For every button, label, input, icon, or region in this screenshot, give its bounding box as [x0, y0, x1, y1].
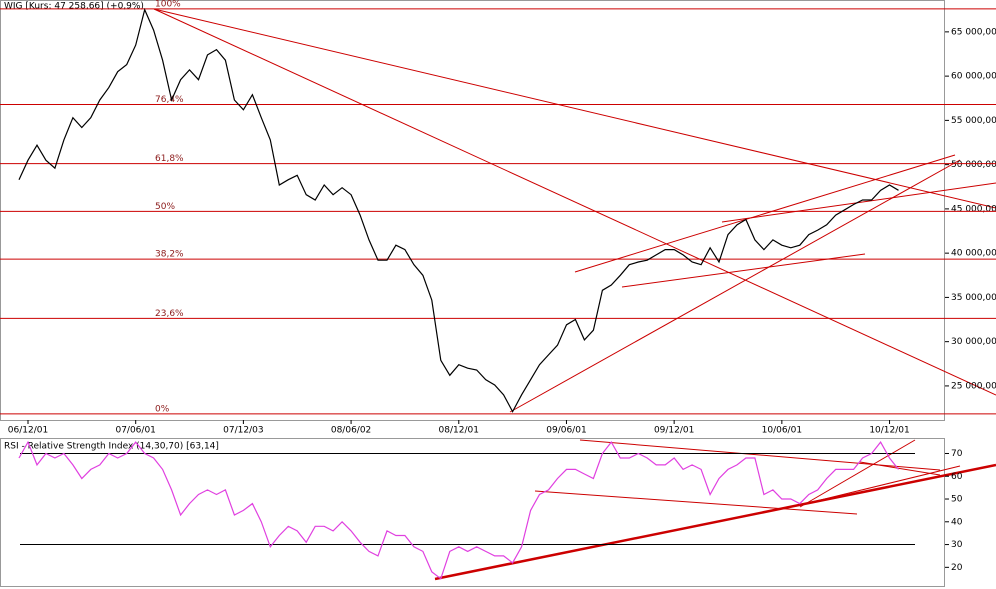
x-tick-label: 09/12/01: [654, 426, 694, 436]
y-tick-label: 50 000,00: [951, 160, 996, 170]
trend-line: [799, 465, 961, 506]
fib-label: 38,2%: [155, 250, 184, 260]
trend-line: [153, 8, 996, 209]
trend-line: [574, 154, 956, 273]
series-line: [18, 7, 899, 413]
y-tick-label: 40: [951, 517, 963, 527]
y-tick-label: 30 000,00: [951, 337, 996, 347]
y-tick-label: 20: [951, 563, 963, 573]
trend-line: [509, 159, 961, 413]
x-tick-label: 06/12/01: [8, 426, 48, 436]
main-frame: [0, 0, 945, 421]
x-tick-label: 07/12/03: [223, 426, 263, 436]
y-tick-label: 40 000,00: [951, 249, 996, 259]
fib-label: 0%: [155, 404, 170, 414]
trend-line: [434, 463, 996, 581]
y-tick-label: 55 000,00: [951, 116, 996, 126]
y-tick-label: 60 000,00: [951, 72, 996, 82]
fib-label: 61,8%: [155, 154, 184, 164]
y-tick-label: 50: [951, 495, 963, 505]
fib-label: 76,4%: [155, 95, 184, 105]
y-tick-label: 65 000,00: [951, 27, 996, 37]
x-tick-label: 07/06/01: [115, 426, 155, 436]
y-tick-label: 45 000,00: [951, 204, 996, 214]
x-tick-label: 09/06/01: [546, 426, 586, 436]
x-tick-label: 10/06/01: [762, 426, 802, 436]
y-tick-label: 60: [951, 472, 963, 482]
chart-title: WIG [Kurs: 47 258,66] (+0,9%): [4, 2, 144, 12]
trend-line: [721, 182, 996, 223]
x-tick-label: 08/12/01: [439, 426, 479, 436]
series-line: [18, 440, 899, 580]
fib-label: 23,6%: [155, 309, 184, 319]
rsi-title: RSI - Relative Strength Index (14,30,70)…: [4, 442, 219, 452]
x-tick-label: 08/06/02: [331, 426, 371, 436]
trend-line: [859, 461, 941, 476]
fib-label: 50%: [155, 202, 175, 212]
fib-label: 100%: [155, 0, 181, 9]
trend-line: [799, 439, 916, 508]
rsi-frame: [0, 438, 945, 587]
y-tick-label: 35 000,00: [951, 293, 996, 303]
y-tick-label: 70: [951, 449, 963, 459]
trend-lines: [153, 8, 996, 581]
trend-line: [534, 490, 858, 515]
y-tick-label: 30: [951, 540, 963, 550]
x-tick-label: 10/12/01: [869, 426, 909, 436]
trend-line: [153, 8, 996, 396]
y-tick-label: 25 000,00: [951, 381, 996, 391]
